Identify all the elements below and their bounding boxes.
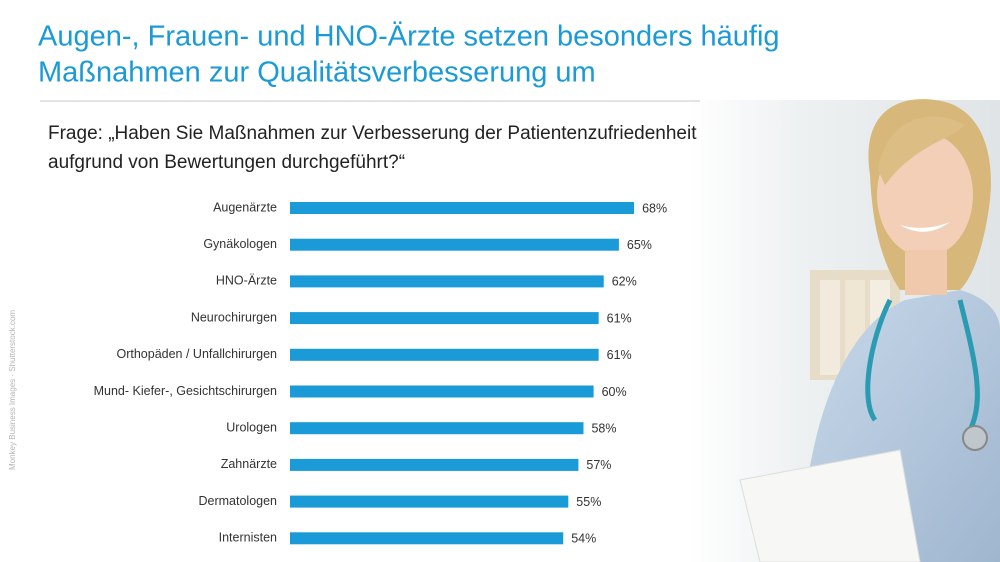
value-label: 61%: [607, 348, 632, 362]
value-label: 68%: [642, 201, 667, 215]
chart-title: Maßnahmen zur Qualitätsverbesserung um: [38, 57, 596, 89]
chart-subtitle: aufgrund von Bewertungen durchgeführt?“: [48, 152, 405, 173]
bar: [290, 202, 635, 214]
value-label: 58%: [591, 421, 616, 435]
bar: [290, 238, 619, 251]
bar: [290, 495, 569, 508]
bar: [290, 458, 579, 471]
value-label: 60%: [602, 385, 627, 399]
bar: [290, 275, 604, 288]
value-label: 62%: [612, 275, 637, 289]
value-label: 61%: [607, 311, 632, 325]
value-label: 65%: [627, 238, 652, 252]
category-label: Dermatologen: [198, 494, 277, 508]
value-label: 55%: [576, 495, 601, 509]
photo-credit: Monkey Business Images · Shutterstock.co…: [8, 310, 17, 470]
category-label: Augenärzte: [213, 200, 277, 214]
value-label: 54%: [571, 532, 596, 546]
category-label: Zahnärzte: [221, 457, 277, 471]
category-label: Mund- Kiefer-, Gesichtschirurgen: [94, 384, 277, 398]
value-label: 57%: [586, 458, 611, 472]
category-label: Urologen: [226, 420, 277, 434]
photo: [690, 99, 1000, 562]
category-label: Internisten: [219, 531, 277, 545]
category-label: HNO-Ärzte: [216, 274, 277, 288]
chart-title: Augen-, Frauen- und HNO-Ärzte setzen bes…: [38, 21, 780, 53]
category-label: Neurochirurgen: [191, 310, 277, 324]
category-label: Orthopäden / Unfallchirurgen: [116, 347, 277, 361]
bar: [290, 532, 564, 545]
bar: [290, 348, 599, 361]
bar: [290, 422, 584, 435]
category-label: Gynäkologen: [203, 237, 277, 251]
bar: [290, 385, 594, 398]
bar: [290, 312, 599, 325]
chart-subtitle: Frage: „Haben Sie Maßnahmen zur Verbesse…: [48, 123, 697, 144]
